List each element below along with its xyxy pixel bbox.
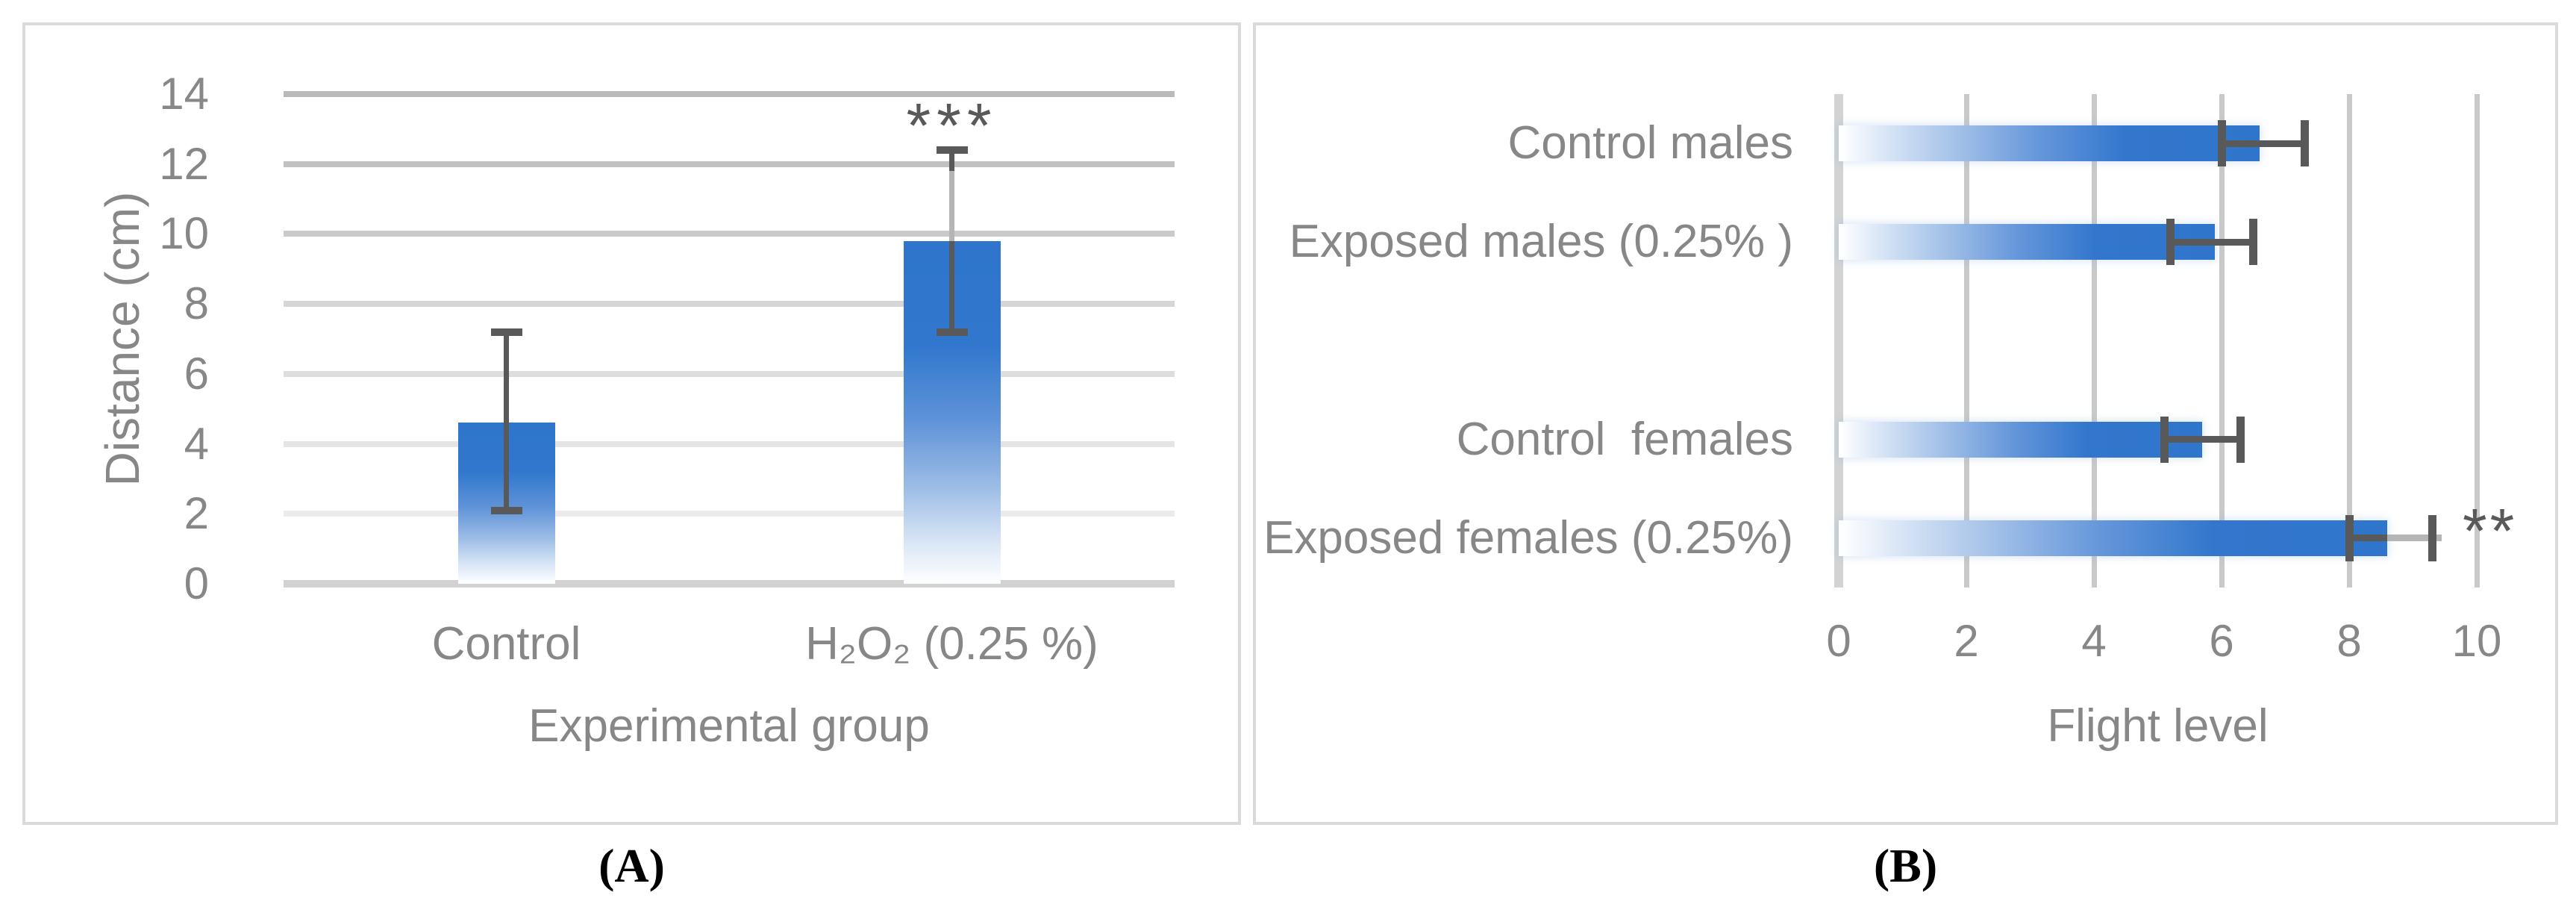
x-tick-label: 6 <box>2209 616 2234 666</box>
bar <box>1839 421 2203 458</box>
error-bar-line-light <box>2387 535 2442 542</box>
bar <box>1839 224 2216 261</box>
bar <box>1839 125 2260 162</box>
gridline <box>284 580 1175 588</box>
x-tick-label: 8 <box>2336 616 2362 666</box>
category-label: Exposed males (0.25% ) <box>1289 216 1793 268</box>
y-tick-label: 6 <box>184 348 209 399</box>
error-bar-cap <box>2300 120 2309 167</box>
y-axis-tick-labels-a: 14 12 10 8 6 4 2 0 <box>25 72 234 606</box>
error-bar-cap <box>936 146 968 154</box>
error-bar-cap <box>2345 514 2354 561</box>
x-tick-label: 0 <box>1826 616 1851 666</box>
x-category-label: Control <box>431 618 581 670</box>
error-bar-cap <box>2427 514 2436 561</box>
x-tick-label: 2 <box>1954 616 1979 666</box>
gridline <box>284 370 1175 377</box>
gridline <box>284 231 1175 237</box>
error-bar-line <box>2164 436 2241 443</box>
significance-label: ** <box>2462 495 2518 566</box>
y-tick-label: 4 <box>184 418 209 469</box>
gridline <box>2474 94 2480 588</box>
caption-b: (B) <box>1873 839 1938 892</box>
gridline <box>1963 94 1969 588</box>
bar <box>1839 520 2388 556</box>
panel-b: Control males Exposed males (0.25% ) Contr… <box>1253 22 2558 825</box>
error-bar-cap <box>2236 416 2245 463</box>
x-axis-title-b: Flight level <box>2047 700 2269 752</box>
significance-label: *** <box>906 90 998 161</box>
panel-a: Distance (cm) 14 12 10 8 6 4 2 0 *** Control H₂O… <box>22 22 1241 825</box>
error-bar-cap <box>2166 219 2175 266</box>
gridline <box>2219 94 2225 588</box>
x-category-label: H₂O₂ (0.25 %) <box>805 618 1098 670</box>
plot-area-a: *** <box>284 90 1175 588</box>
gridline <box>2346 94 2352 588</box>
gridline <box>284 511 1175 517</box>
gridline <box>284 301 1175 308</box>
category-label: Control females <box>1456 413 1793 465</box>
category-label: Control males <box>1507 117 1793 169</box>
error-bar-cap <box>490 506 522 514</box>
error-bar-cap <box>2160 416 2169 463</box>
error-bar-cap <box>936 328 968 336</box>
category-label: Exposed females (0.25%) <box>1263 511 1793 564</box>
gridline <box>2091 94 2097 588</box>
gridline <box>284 91 1175 97</box>
error-bar-line <box>2222 140 2305 147</box>
y-tick-label: 8 <box>184 278 209 329</box>
x-axis-tick-labels-b: 0 2 4 6 8 10 <box>1826 616 2501 666</box>
gridline <box>1834 94 1843 588</box>
category-labels-b: Control males Exposed males (0.25% ) Contr… <box>1256 94 1793 588</box>
gridline <box>284 440 1175 447</box>
y-tick-label: 2 <box>184 488 209 539</box>
error-bar-line <box>504 331 509 511</box>
error-bar-cap <box>2249 219 2258 266</box>
error-bar-line <box>2170 238 2254 246</box>
x-tick-label: 4 <box>2081 616 2107 666</box>
caption-a: (A) <box>598 839 665 892</box>
x-category-labels-a: Control H₂O₂ (0.25 %) <box>284 621 1175 669</box>
error-bar-line-light <box>949 171 954 241</box>
error-bar-cap <box>2217 120 2226 167</box>
y-tick-label: 0 <box>184 558 209 608</box>
plot-area-b: ** <box>1834 94 2514 588</box>
y-tick-label: 14 <box>159 69 209 119</box>
x-tick-label: 10 <box>2451 616 2502 666</box>
y-tick-label: 10 <box>159 208 209 259</box>
y-tick-label: 12 <box>159 138 209 189</box>
error-bar-cap <box>490 328 522 336</box>
error-bar-line <box>949 149 954 332</box>
x-axis-title-a: Experimental group <box>528 700 930 752</box>
gridline <box>284 161 1175 167</box>
